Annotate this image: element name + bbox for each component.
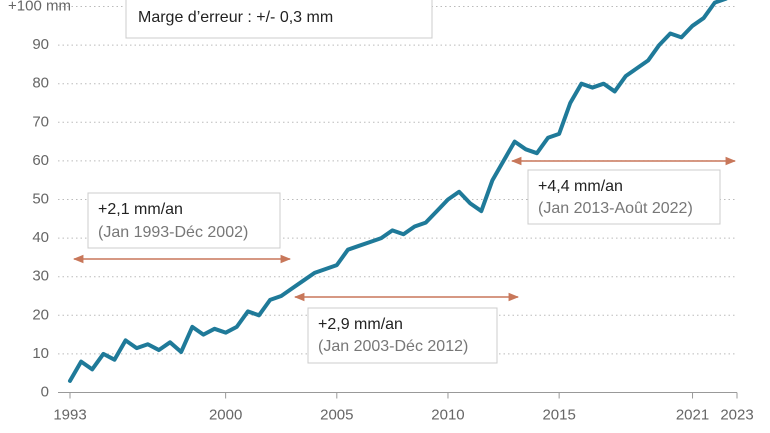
x-tick-label: 2000 <box>209 406 242 423</box>
annotation-rate: +2,1 mm/an <box>98 201 183 218</box>
note: Marge d’erreur : +/- 0,3 mm <box>138 9 333 26</box>
y-tick-label: 0 <box>41 383 49 400</box>
y-tick-label: +100 mm <box>8 0 71 14</box>
note-box <box>125 0 433 39</box>
x-tick-label: 2023 <box>720 406 753 423</box>
x-tick-label: 2015 <box>542 406 575 423</box>
x-tick-label: 1993 <box>53 406 86 423</box>
annotation-rate: +2,9 mm/an <box>318 316 403 333</box>
annotation-period: (Jan 2003-Déc 2012) <box>318 338 468 355</box>
annotation-rate: +4,4 mm/an <box>538 178 623 195</box>
annotation-period: (Jan 1993-Déc 2002) <box>98 224 248 241</box>
grid: 0 10 20 30 40 50 60 70 80 90 +100 mm 1993 2000 2005 20… <box>8 0 754 423</box>
annotation-period: (Jan 2013-Août 2022) <box>538 200 693 217</box>
data-line <box>68 0 728 383</box>
y-tick-label: 10 <box>32 345 49 362</box>
x-tick-label: 2005 <box>320 406 353 423</box>
y-tick-label: 20 <box>32 306 49 323</box>
y-tick-label: 80 <box>32 75 49 92</box>
x-tick-label: 2021 <box>676 406 709 423</box>
x-tick-label: 2010 <box>431 406 464 423</box>
annotation-box <box>307 307 498 364</box>
y-tick-label: 50 <box>32 190 49 207</box>
annotation-box <box>527 169 721 225</box>
y-tick-label: 60 <box>32 152 49 169</box>
y-tick-label: 90 <box>32 36 49 53</box>
plot <box>68 0 728 383</box>
annotation-box <box>87 192 281 249</box>
y-tick-label: 30 <box>32 268 49 285</box>
y-tick-label: 70 <box>32 113 49 130</box>
y-tick-label: 40 <box>32 229 49 246</box>
